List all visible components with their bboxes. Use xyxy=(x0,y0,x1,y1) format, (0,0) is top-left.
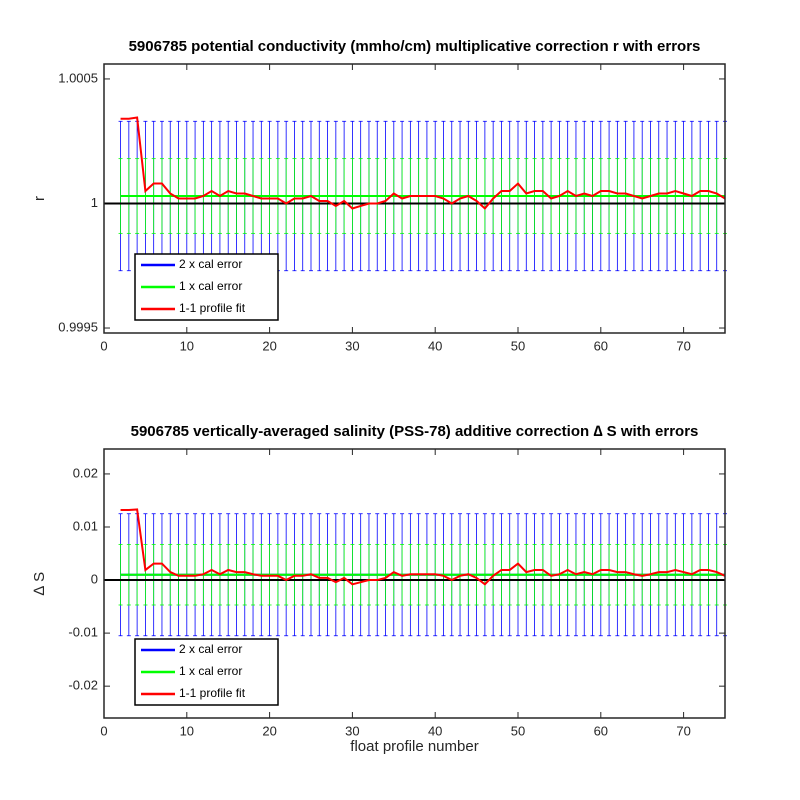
x-tick-label: 50 xyxy=(511,723,525,738)
x-tick-label: 10 xyxy=(180,723,194,738)
legend-label: 1 x cal error xyxy=(179,279,242,293)
y-tick-label: 1.0005 xyxy=(58,70,98,85)
x-tick-label: 40 xyxy=(428,338,442,353)
chart-title: 5906785 vertically-averaged salinity (PS… xyxy=(131,423,699,440)
y-tick-label: 0 xyxy=(91,571,98,586)
legend-label: 1-1 profile fit xyxy=(179,301,246,315)
x-tick-label: 50 xyxy=(511,338,525,353)
y-tick-label: 1 xyxy=(91,195,98,210)
legend-label: 1 x cal error xyxy=(179,664,242,678)
x-tick-label: 0 xyxy=(100,338,107,353)
legend-label: 2 x cal error xyxy=(179,642,242,656)
y-axis-label: r xyxy=(31,196,48,201)
x-tick-label: 60 xyxy=(594,723,608,738)
plot-frame xyxy=(103,63,726,334)
series-line xyxy=(120,508,726,586)
y-tick-label: -0.02 xyxy=(68,678,98,693)
x-tick-label: 20 xyxy=(262,338,276,353)
x-tick-label: 40 xyxy=(428,723,442,738)
x-axis-label: float profile number xyxy=(350,738,478,755)
y-tick-label: -0.01 xyxy=(68,625,98,640)
y-tick-label: 0.01 xyxy=(73,518,98,533)
chart-title: 5906785 potential conductivity (mmho/cm)… xyxy=(129,38,701,55)
x-tick-label: 70 xyxy=(676,723,690,738)
x-tick-label: 20 xyxy=(262,723,276,738)
series-line xyxy=(120,116,726,210)
y-tick-label: 0.02 xyxy=(73,465,98,480)
legend-label: 2 x cal error xyxy=(179,257,242,271)
x-tick-label: 30 xyxy=(345,338,359,353)
y-axis-label: ∆ S xyxy=(31,572,48,595)
x-tick-label: 0 xyxy=(100,723,107,738)
x-tick-label: 70 xyxy=(676,338,690,353)
y-tick-label: 0.9995 xyxy=(58,319,98,334)
x-tick-label: 30 xyxy=(345,723,359,738)
legend-label: 1-1 profile fit xyxy=(179,686,246,700)
x-tick-label: 10 xyxy=(180,338,194,353)
x-tick-label: 60 xyxy=(594,338,608,353)
plot-frame xyxy=(103,448,726,719)
